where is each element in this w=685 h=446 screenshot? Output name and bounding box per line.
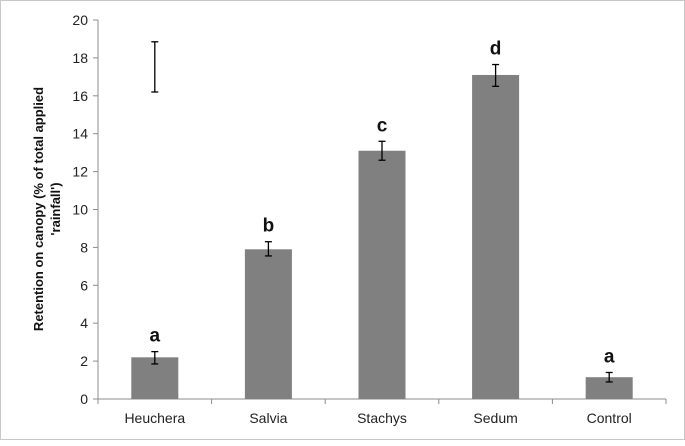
y-tick-label: 18 — [72, 50, 88, 66]
y-axis-title-line-1: Retention on canopy (% of total applied — [31, 87, 46, 331]
x-tick-label: Stachys — [357, 410, 407, 426]
y-tick-label: 4 — [80, 315, 88, 331]
y-tick-label: 14 — [72, 126, 88, 142]
y-tick-label: 6 — [80, 277, 88, 293]
y-tick-label: 2 — [80, 353, 88, 369]
significance-letter: a — [150, 326, 161, 347]
bar-sedum — [472, 74, 520, 399]
y-tick-label: 10 — [72, 202, 88, 218]
y-axis-title-line-2: 'rainfall') — [48, 182, 63, 235]
bar-stachys — [358, 150, 406, 399]
y-tick-label: 16 — [72, 88, 88, 104]
significance-letter: a — [604, 346, 615, 367]
significance-letter: b — [263, 216, 275, 237]
x-tick-label: Control — [587, 410, 632, 426]
bar-control — [585, 377, 633, 399]
y-tick-label: 8 — [80, 239, 88, 255]
significance-letter: c — [377, 115, 388, 136]
x-tick-label: Sedum — [473, 410, 517, 426]
x-tick-label: Heuchera — [124, 410, 185, 426]
x-tick-label: Salvia — [249, 410, 287, 426]
bar-salvia — [244, 249, 292, 399]
y-tick-label: 20 — [72, 12, 88, 28]
significance-letter: d — [490, 39, 502, 60]
y-tick-label: 0 — [80, 391, 88, 407]
y-tick-label: 12 — [72, 164, 88, 180]
